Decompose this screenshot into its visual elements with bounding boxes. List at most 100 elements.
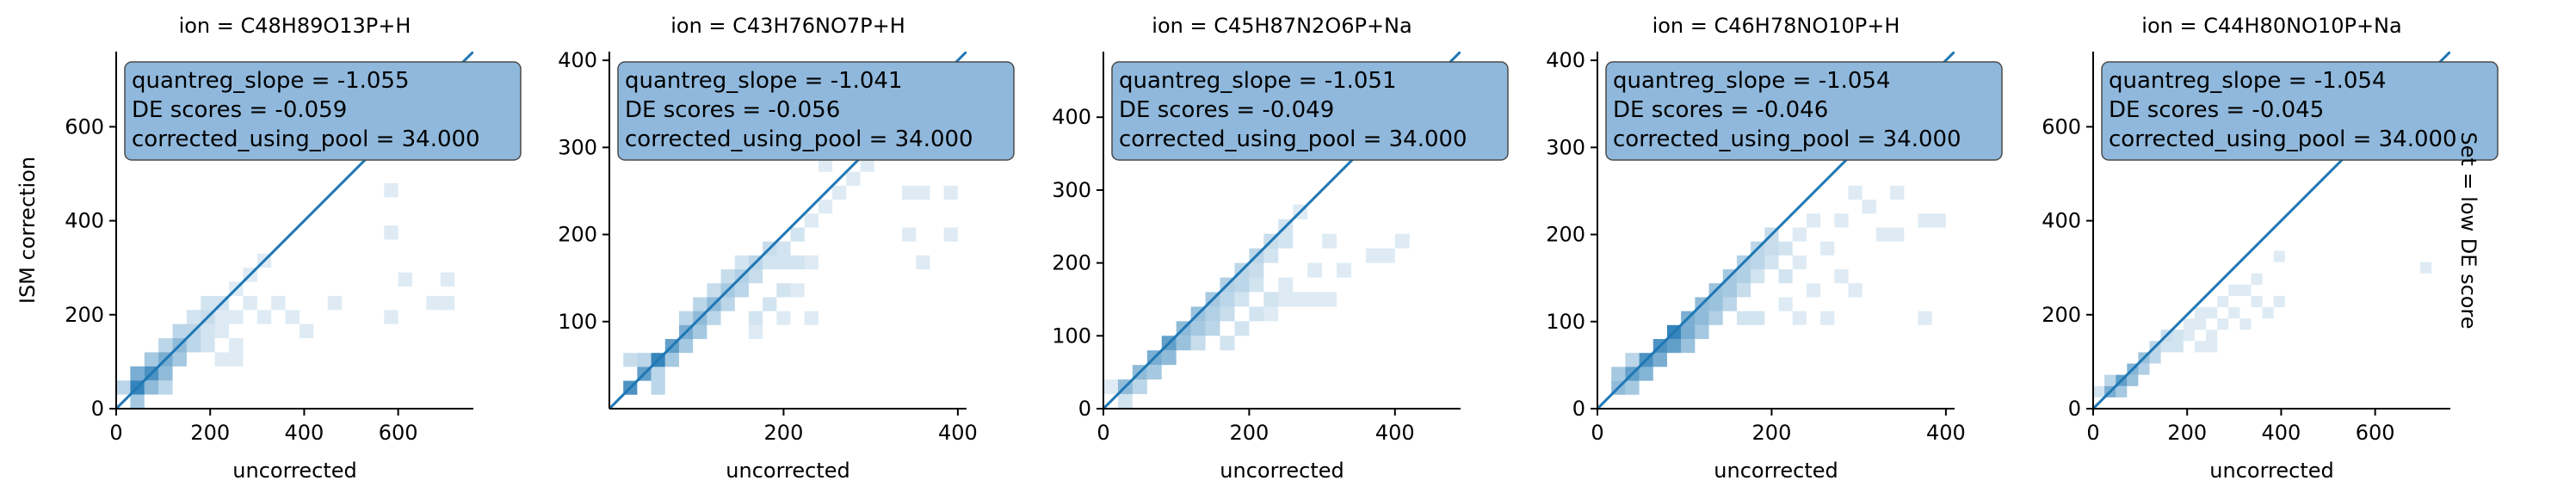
panel-2-bin	[763, 297, 777, 311]
panel-4-bin	[1625, 380, 1640, 395]
panel-3-bin	[1263, 248, 1279, 263]
panel-3-bins	[1103, 204, 1410, 409]
panel-1-bin	[229, 310, 244, 324]
panel-5-x-tick-label: 400	[2262, 421, 2301, 445]
panel-4-bin	[1848, 185, 1863, 200]
panel-1-bin	[229, 338, 244, 353]
panel-1-ylabel: ISM correction	[15, 157, 40, 304]
panel-4-bin	[1708, 311, 1723, 325]
panel-1-xlabel: uncorrected	[232, 459, 356, 483]
panel-2-bin	[943, 227, 958, 242]
panel-4-bin	[1695, 324, 1709, 340]
panel-2-x-tick-label: 200	[764, 421, 804, 445]
panel-3-annotation-line: quantreg_slope = -1.051	[1119, 68, 1397, 94]
panel-4-bin	[1778, 269, 1793, 284]
panel-1-annotation-line: quantreg_slope = -1.055	[132, 68, 410, 94]
panel-2-bin	[776, 311, 791, 325]
panel-4-x-tick-label: 400	[1926, 421, 1966, 445]
panel-2-bin	[720, 297, 735, 311]
panel-4-bin	[1751, 311, 1765, 325]
panel-4-bin	[1806, 213, 1821, 228]
panel-5-bin	[2194, 307, 2207, 319]
panel-3-bin	[1380, 248, 1395, 263]
panel-4-bin	[1792, 227, 1807, 242]
panel-5-bin	[2273, 295, 2285, 308]
panel-4-bin	[1736, 269, 1751, 284]
panel-5-bin	[2206, 330, 2218, 342]
panel-3-bin	[1322, 233, 1337, 249]
panel-5-bin	[2183, 318, 2195, 330]
panel-1-bin	[398, 272, 413, 287]
panel-2-bin	[678, 311, 694, 325]
panel-5-y-tick-label: 200	[2042, 303, 2081, 327]
panel-3-bin	[1394, 233, 1410, 249]
panel-1-bin	[214, 310, 230, 324]
panel-3-bin	[1307, 262, 1323, 278]
panel-3-bin	[1132, 379, 1147, 395]
panel-4-bin	[1918, 213, 1932, 228]
panel-4-bin	[1820, 311, 1835, 325]
panel-3-bin	[1249, 277, 1264, 293]
panel-5-x-tick-label: 0	[2086, 421, 2099, 445]
panel-1-bin	[158, 366, 173, 381]
row-label: Set = low DE score	[2456, 132, 2480, 329]
panel-4-bin	[1681, 324, 1696, 340]
panel-3-bin	[1365, 248, 1381, 263]
panel-2-annotation-box	[617, 61, 1015, 161]
panel-4-bin	[1751, 269, 1765, 284]
panel-1-x-tick-label: 600	[379, 421, 418, 445]
panel-1-title: ion = C48H89O13P+H	[179, 14, 411, 38]
panel-4-bin	[1764, 255, 1779, 270]
panel-1-bin	[256, 310, 272, 324]
panel-2-bin	[693, 324, 707, 340]
panel-5-annotation-box	[2101, 61, 2499, 161]
panel-1: ion = C48H89O13P+H ISM correction uncorr…	[15, 14, 522, 483]
panel-3-bin	[1176, 336, 1191, 351]
panel-3-x-tick-label: 0	[1096, 421, 1109, 445]
panel-3-bin	[1220, 306, 1235, 322]
panel-4-bin	[1918, 311, 1932, 325]
panel-1-bin	[440, 272, 455, 287]
panel-5-bin	[2194, 318, 2207, 330]
panel-3-bin	[1220, 336, 1235, 351]
panel-5-bin	[2273, 250, 2285, 262]
panel-1-bin	[214, 352, 230, 367]
panel-3-bin	[1234, 292, 1250, 307]
panel-2-annotation-line: quantreg_slope = -1.041	[625, 68, 903, 94]
panel-1-bin	[158, 380, 173, 395]
panel-2-bin	[637, 353, 652, 367]
panel-5-annotation-line: DE scores = -0.045	[2109, 97, 2324, 123]
panel-2-bin	[943, 185, 958, 200]
panel-5-bin	[2104, 374, 2116, 386]
panel-3-y-tick-label: 400	[1052, 105, 1091, 129]
panel-2-bin	[790, 255, 805, 270]
panel-1-bin	[440, 295, 455, 311]
panel-2-bin	[651, 367, 665, 381]
panel-4-bin	[1751, 255, 1765, 270]
panel-1-bin	[130, 366, 145, 381]
panel-1-bin	[384, 310, 398, 324]
panel-4-bin	[1875, 227, 1891, 242]
panel-2-bin	[902, 185, 917, 200]
panel-1-bin	[172, 323, 187, 339]
panel-4-bin	[1708, 297, 1723, 311]
panel-1-y-tick-label: 0	[91, 397, 104, 421]
panel-1-bin	[144, 352, 159, 367]
panel-4-bin	[1890, 185, 1905, 200]
panel-2-x-tick-label: 400	[938, 421, 978, 445]
panel-4-x-tick-label: 200	[1752, 421, 1792, 445]
panel-2-bin	[651, 380, 665, 395]
panel-4-bin	[1890, 227, 1905, 242]
panel-1-x-tick-label: 0	[109, 421, 122, 445]
panel-5-bin	[2217, 295, 2229, 308]
panel-1-bin	[186, 310, 201, 324]
panel-1-annotation-line: corrected_using_pool = 34.000	[132, 126, 480, 152]
panel-2-bin	[832, 185, 847, 200]
panel-4-x-tick-label: 0	[1591, 421, 1603, 445]
panel-4-bin	[1681, 339, 1696, 354]
panel-4-bin	[1834, 269, 1849, 284]
panel-1-x-tick-label: 200	[190, 421, 230, 445]
panel-3-bin	[1263, 292, 1279, 307]
panel-5-bin	[2116, 385, 2128, 397]
panel-4-title: ion = C46H78NO10P+H	[1652, 14, 1900, 38]
